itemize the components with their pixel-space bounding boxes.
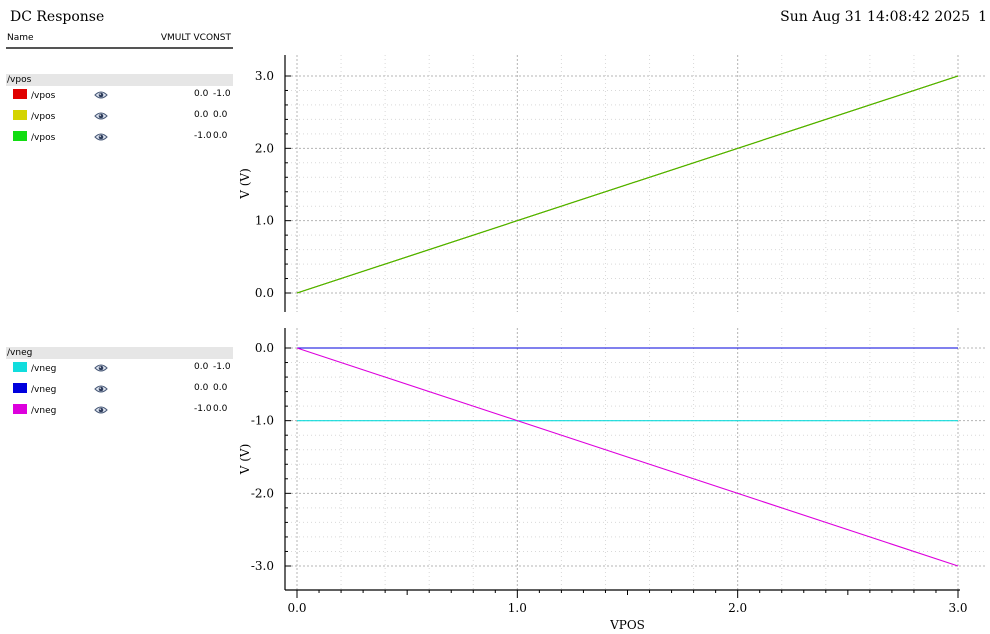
y-tick-label: 1.0 (255, 214, 274, 228)
y-tick-label: -2.0 (251, 486, 274, 500)
legend-row[interactable]: /vpos -1.0 0.0 (6, 128, 233, 149)
page-number: 1 (978, 9, 987, 25)
color-swatch[interactable] (13, 383, 27, 393)
y-tick-label: -3.0 (251, 559, 274, 573)
vconst-value: 0.0 (213, 383, 228, 393)
vmult-value: 0.0 (194, 89, 209, 99)
vmult-value: -1.0 (194, 404, 212, 414)
x-axis-label: VPOS (609, 618, 645, 632)
visibility-eye-icon[interactable] (94, 90, 108, 100)
visibility-eye-icon[interactable] (94, 405, 108, 415)
vmult-value: 0.0 (194, 362, 209, 372)
signal-name: /vpos (31, 133, 56, 143)
y-tick-label: 0.0 (255, 341, 274, 355)
legend-group-title[interactable]: /vneg (6, 347, 233, 359)
signal-name: /vpos (31, 91, 56, 101)
x-tick-label: 0.0 (287, 601, 306, 615)
color-swatch[interactable] (13, 404, 27, 414)
y-axis-label: V (V) (238, 444, 252, 476)
x-tick-label: 1.0 (508, 601, 527, 615)
vconst-value: 0.0 (213, 131, 228, 141)
legend-group: /vpos/vpos 0.0 -1.0/vpos 0.0 0.0/vpos -1.0 0.0 (6, 74, 233, 149)
signal-name: /vneg (31, 385, 57, 395)
legend-group-title[interactable]: /vpos (6, 74, 233, 86)
visibility-eye-icon[interactable] (94, 384, 108, 394)
y-tick-label: 0.0 (255, 286, 274, 300)
visibility-eye-icon[interactable] (94, 363, 108, 373)
color-swatch[interactable] (13, 362, 27, 372)
legend-row[interactable]: /vneg -1.0 0.0 (6, 401, 233, 422)
vmult-value: 0.0 (194, 383, 209, 393)
legend-row[interactable]: /vpos 0.0 0.0 (6, 107, 233, 128)
color-swatch[interactable] (13, 89, 27, 99)
y-axis-label: V (V) (238, 168, 252, 200)
y-tick-label: 2.0 (255, 141, 274, 155)
timestamp: Sun Aug 31 14:08:42 2025 (780, 9, 970, 25)
legend-row[interactable]: /vneg 0.0 -1.0 (6, 359, 233, 380)
x-tick-label: 2.0 (728, 601, 747, 615)
y-tick-label: 3.0 (255, 69, 274, 83)
legend-row[interactable]: /vneg 0.0 0.0 (6, 380, 233, 401)
visibility-eye-icon[interactable] (94, 132, 108, 142)
vconst-value: -1.0 (213, 89, 231, 99)
vconst-value: -1.0 (213, 362, 231, 372)
legend-group: /vneg/vneg 0.0 -1.0/vneg 0.0 0.0/vneg -1.0 0.0 (6, 347, 233, 422)
vmult-value: 0.0 (194, 110, 209, 120)
legend-name-column: Name (7, 33, 34, 43)
vconst-value: 0.0 (213, 110, 228, 120)
series-line (296, 75, 959, 294)
signal-name: /vpos (31, 112, 56, 122)
color-swatch[interactable] (13, 131, 27, 141)
legend-values-column: VMULT VCONST (160, 33, 231, 43)
window-title: DC Response (10, 9, 105, 25)
signal-name: /vneg (31, 364, 57, 374)
legend-row[interactable]: /vpos 0.0 -1.0 (6, 86, 233, 107)
x-tick-label: 3.0 (948, 601, 967, 615)
legend-panel: Name VMULT VCONST /vpos/vpos 0.0 -1.0/vpos… (0, 30, 236, 630)
visibility-eye-icon[interactable] (94, 111, 108, 121)
y-tick-label: -1.0 (251, 414, 274, 428)
series-line (296, 347, 959, 567)
legend-header: Name VMULT VCONST (6, 32, 233, 49)
vconst-value: 0.0 (213, 404, 228, 414)
color-swatch[interactable] (13, 110, 27, 120)
signal-name: /vneg (31, 406, 57, 416)
vmult-value: -1.0 (194, 131, 212, 141)
